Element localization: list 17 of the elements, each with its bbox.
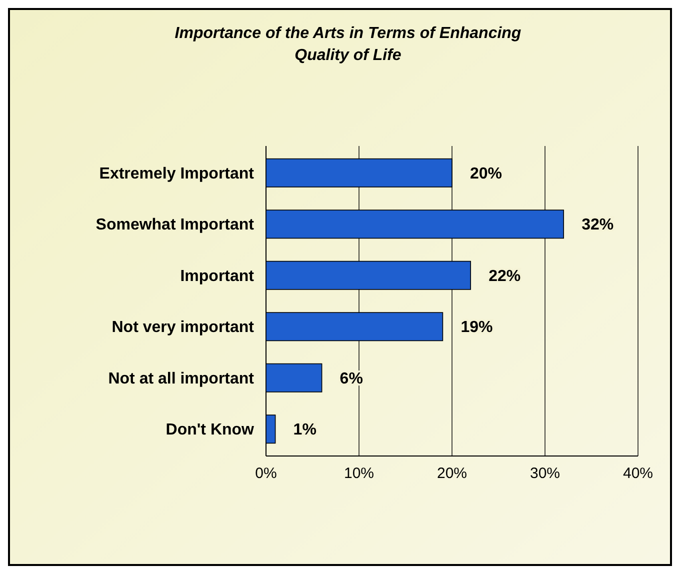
y-tick-label: Don't Know <box>166 422 255 439</box>
y-tick-label: Extremely Important <box>99 166 255 182</box>
x-tick-label: 30% <box>530 465 560 482</box>
data-label: 32% <box>582 216 614 234</box>
x-tick-label: 40% <box>622 465 654 482</box>
data-label: 19% <box>460 319 493 336</box>
y-tick-label: Not at all important <box>108 370 255 388</box>
x-tick-label: 10% <box>344 465 374 482</box>
x-tick-label: 0% <box>255 465 277 482</box>
chart-title: Importance of the Arts in Terms of Enhancing Quality of Life <box>174 25 522 64</box>
y-tick-label: Important <box>180 268 255 285</box>
data-label: 22% <box>488 268 521 285</box>
x-tick-label: 20% <box>436 465 468 482</box>
data-label: 20% <box>470 166 502 182</box>
data-label: 1% <box>293 422 316 439</box>
y-tick-label: Not very important <box>112 319 255 336</box>
y-tick-label: Somewhat Important <box>96 216 255 234</box>
